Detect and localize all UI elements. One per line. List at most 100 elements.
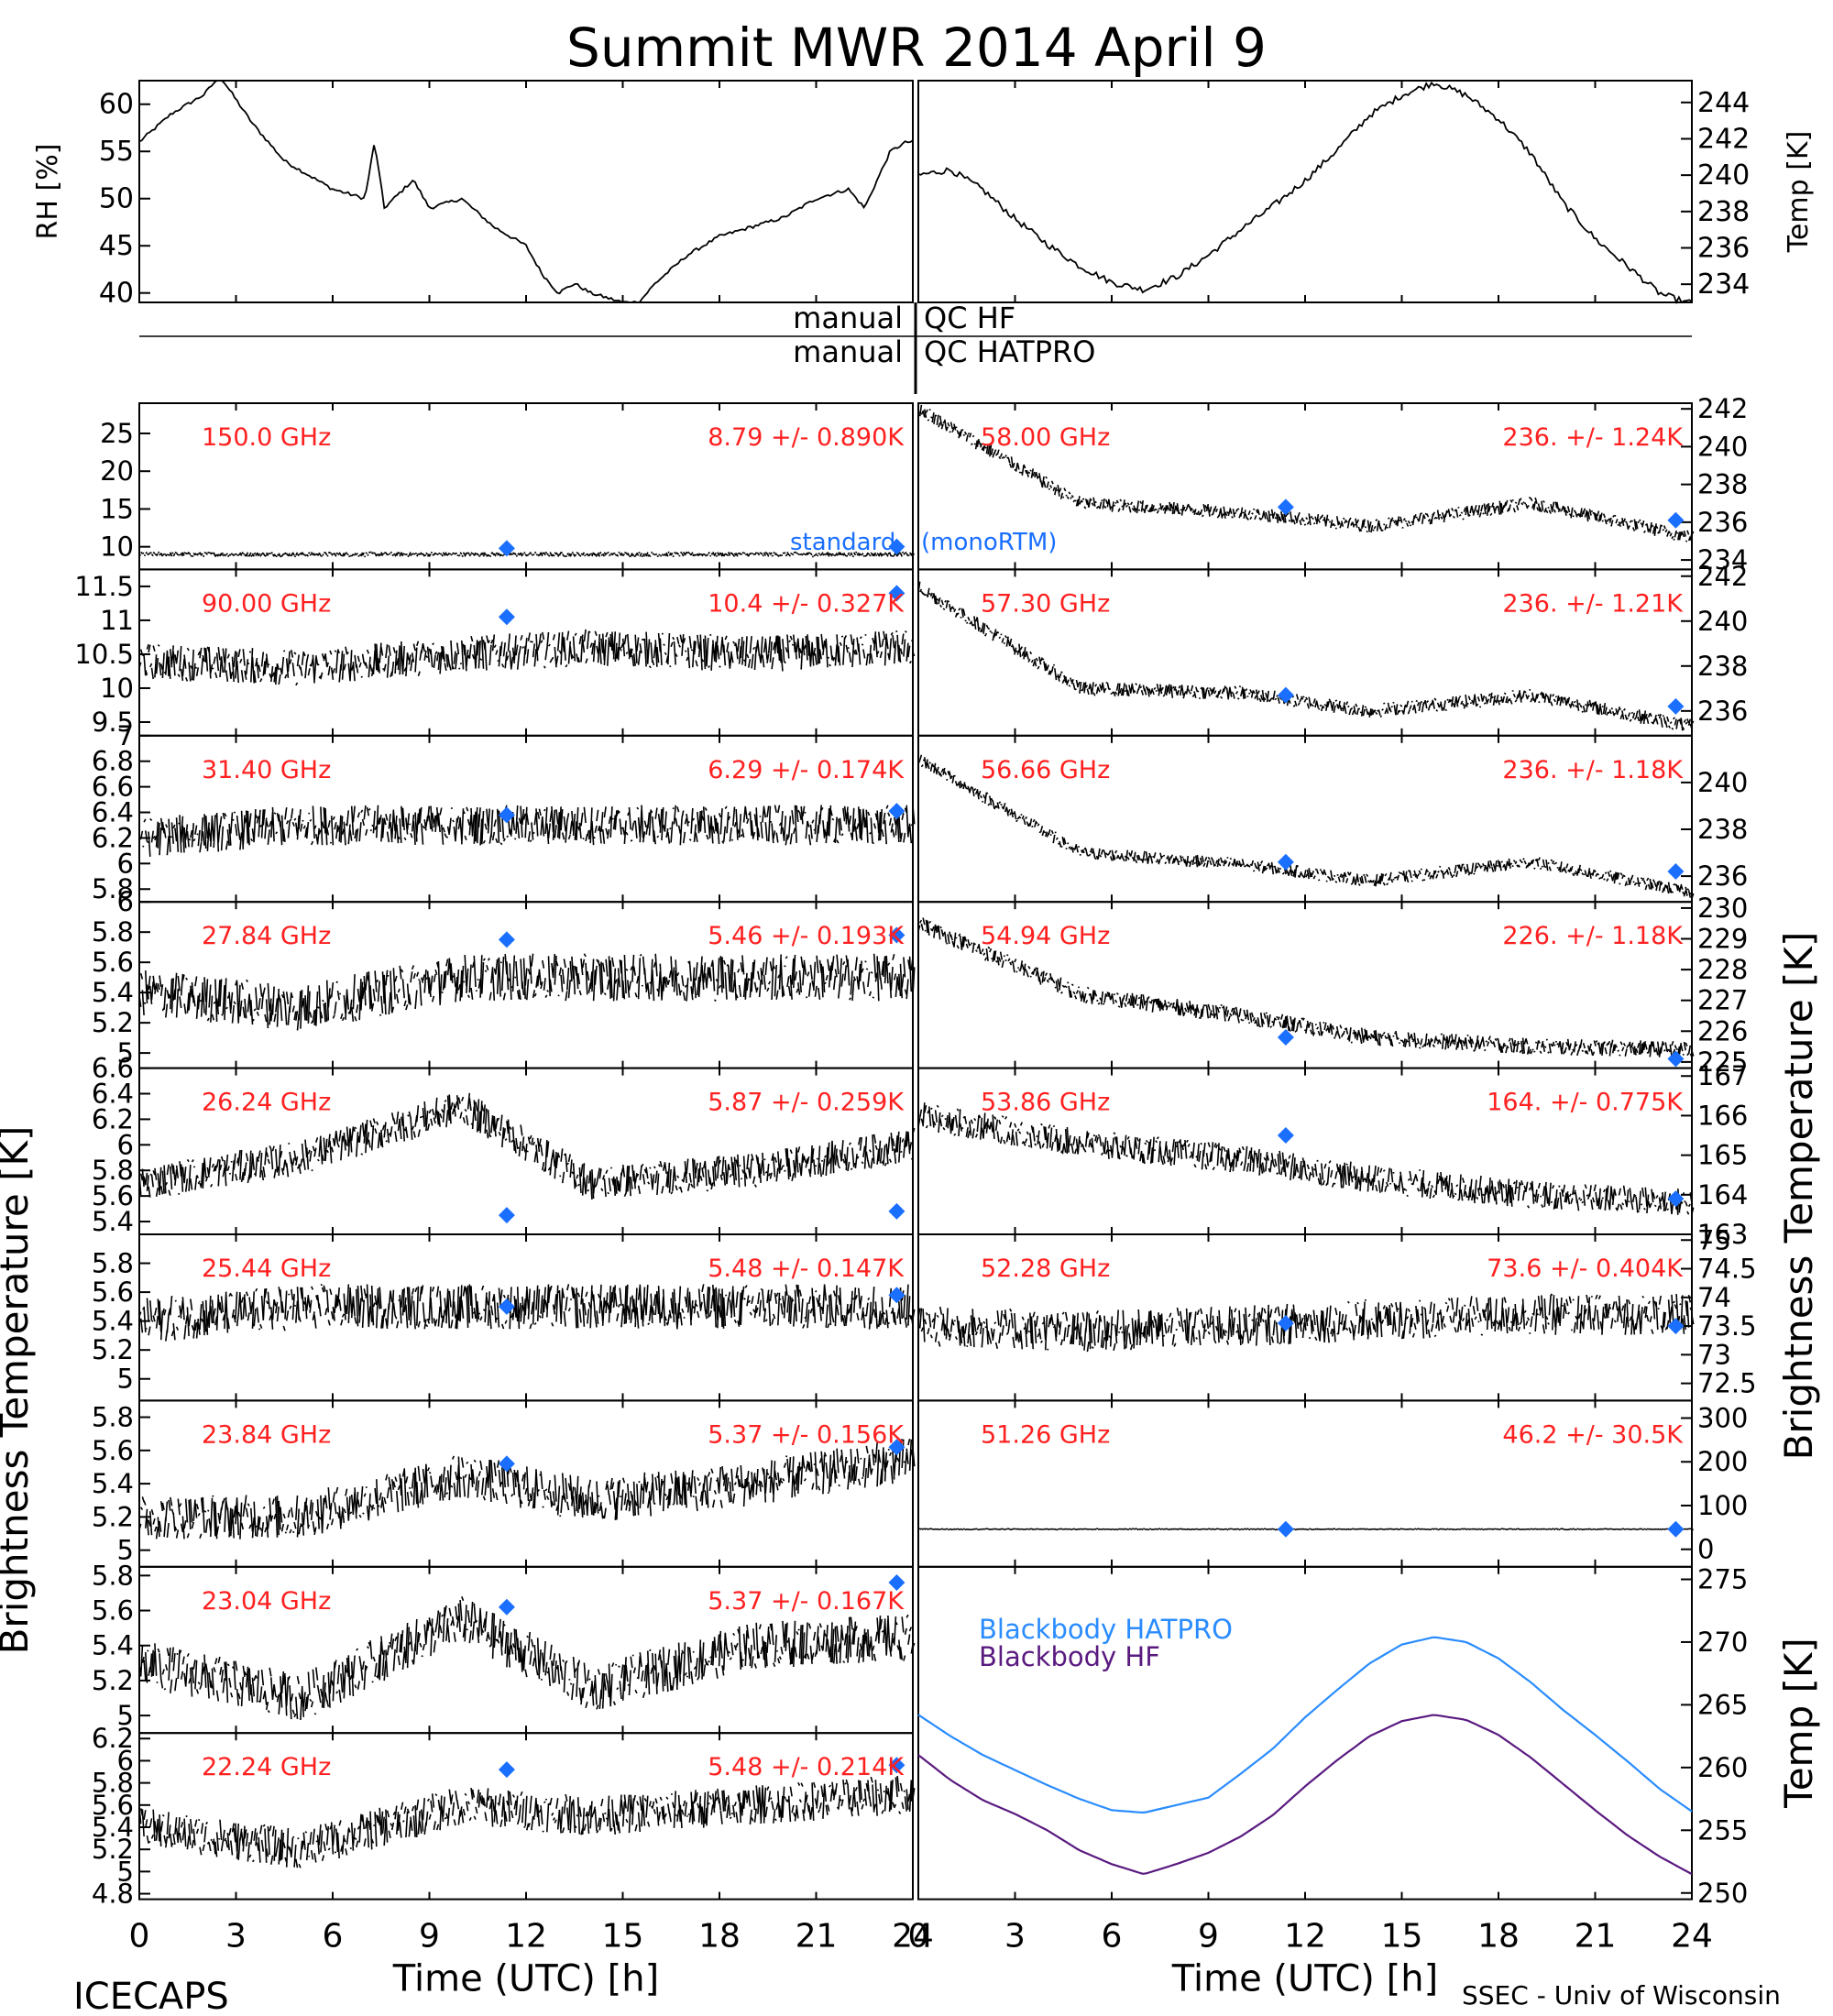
channel-ytick-label-2: 238 [1697, 469, 1748, 500]
model-point-1 [498, 1455, 515, 1473]
channel-ytick-label-3: 300 [1697, 1402, 1748, 1433]
channel-ytick-label-0: 72.5 [1697, 1368, 1757, 1399]
model-point-1 [1277, 1520, 1294, 1538]
model-point-1 [498, 1207, 515, 1224]
channel-ytick-label-3: 228 [1697, 954, 1748, 985]
channel-ytick-label-4: 242 [1697, 393, 1748, 424]
right-group-panel-0: 234 236 238 240 242 58.00 GHz 236. +/- 1.24K [917, 393, 1748, 575]
right-group-panel-2: 236 238 240 56.66 GHz 236. +/- 1.18K [917, 734, 1748, 904]
x-tick-label-right-4: 12 [1284, 1918, 1326, 1956]
x-tick-label-left-1: 3 [225, 1918, 247, 1956]
x-tick-label-right-0: 0 [908, 1918, 929, 1956]
channel-trace [138, 805, 916, 857]
model-point-2 [888, 585, 906, 602]
channel-ytick-label-0: 0 [1697, 1534, 1714, 1565]
channel-ytick-label-1: 238 [1697, 814, 1748, 845]
channel-ytick-label-2: 20 [100, 455, 134, 487]
model-point-2 [888, 1439, 906, 1456]
met-temp-line [917, 81, 1693, 305]
met-rh-line [138, 80, 914, 303]
channel-trace [138, 629, 916, 686]
model-point-1 [498, 1298, 515, 1315]
channel-stat: 236. +/- 1.24K [1502, 423, 1684, 452]
x-tick-label-left-3: 9 [419, 1918, 440, 1956]
channel-ytick-label-0: 4.8 [92, 1879, 134, 1910]
x-tick-label-right-2: 6 [1102, 1918, 1123, 1956]
met-temp-ytick-label-3: 240 [1697, 159, 1750, 192]
bt-ylabel-right: Brightness Temperature [K] [1776, 932, 1821, 1461]
channel-ytick-label-0: 236 [1697, 860, 1748, 892]
channel-ytick-label-2: 5.8 [92, 1155, 134, 1186]
blackbody-hatpro-line [917, 1636, 1693, 1814]
qc-label-hf: QC HF [924, 301, 1015, 335]
met-rh-ytick-label-1: 45 [99, 230, 134, 262]
model-point-2 [1667, 1050, 1685, 1068]
channel-ytick-label-1: 5.6 [92, 1180, 134, 1211]
x-axis-label-right: Time (UTC) [h] [1171, 1958, 1438, 2000]
x-tick-label-left-2: 6 [323, 1918, 344, 1956]
channel-ytick-label-2: 5.2 [92, 1834, 134, 1865]
model-point-1 [498, 608, 515, 626]
channel-stat: 164. +/- 0.775K [1487, 1089, 1684, 1117]
channel-frequency: 56.66 GHz [981, 756, 1110, 784]
model-point-1 [1277, 1127, 1294, 1145]
blackbody-ytick-label-5: 275 [1697, 1563, 1748, 1594]
channel-trace [138, 1775, 916, 1868]
channel-frequency: 52.28 GHz [981, 1255, 1110, 1283]
channel-ytick-label-1: 15 [100, 493, 134, 524]
channel-ytick-label-3: 242 [1697, 561, 1748, 592]
met-temp-ytick-label-1: 236 [1697, 232, 1750, 264]
channel-stat: 8.79 +/- 0.890K [708, 423, 905, 452]
channel-ytick-label-3: 25 [100, 418, 134, 449]
channel-ytick-label-2: 5.4 [92, 1630, 134, 1661]
left-group-panel-3: 55.25.45.65.86 27.84 GHz 5.46 +/- 0.193K [92, 886, 916, 1069]
blackbody-panel: 250 255 260 265 270 275 Blackbody HATPROBlackb… [917, 1563, 1748, 1909]
x-tick-label-left-4: 12 [505, 1918, 547, 1956]
channel-ytick-label-0: 5.4 [92, 1206, 134, 1237]
model-point-2 [1667, 1318, 1685, 1335]
left-group-panel-5: 55.25.45.65.8 25.44 GHz 5.48 +/- 0.147K [92, 1233, 916, 1402]
channel-frequency: 23.04 GHz [202, 1587, 331, 1616]
model-point-1 [498, 931, 515, 948]
channel-stat: 5.37 +/- 0.167K [708, 1587, 905, 1616]
left-group-panel-7: 5 5.2 5.45.6 5.8 23.04 GHz 5.37 +/- 0.167K [92, 1560, 916, 1735]
channel-ytick-label-3: 6.4 [92, 797, 134, 828]
channel-trace [917, 581, 1695, 731]
model-point-2 [888, 1757, 906, 1774]
channel-trace [917, 917, 1695, 1057]
channel-ytick-label-4: 167 [1697, 1060, 1748, 1091]
channel-stat: 236. +/- 1.18K [1502, 756, 1684, 784]
channel-ytick-label-5: 6.4 [92, 1079, 134, 1110]
met-rh-ytick-label-2: 50 [99, 183, 134, 215]
left-group-panel-0: 10 15 20 25 150.0 GHz 8.79 +/- 0.890K [100, 402, 916, 571]
channel-ytick-label-1: 164 [1697, 1179, 1748, 1211]
footer-ssec: SSEC - Univ of Wisconsin [1462, 1980, 1781, 2011]
channel-ytick-label-5: 230 [1697, 893, 1748, 924]
channel-trace [138, 551, 916, 558]
channel-frequency: 23.84 GHz [202, 1420, 331, 1449]
blackbody-ytick-label-3: 265 [1697, 1689, 1748, 1720]
channel-stat: 10.4 +/- 0.327K [708, 589, 905, 618]
channel-ytick-label-0: 5 [117, 1535, 134, 1566]
met-temp-ytick-label-4: 242 [1697, 123, 1750, 155]
channel-ytick-label-2: 240 [1697, 767, 1748, 798]
model-point-2 [888, 1202, 906, 1220]
channel-frequency: 22.24 GHz [202, 1753, 331, 1781]
channel-trace [917, 404, 1695, 542]
met-rh-ylabel: RH [%] [32, 144, 64, 240]
qc-manual-hatpro: manual [793, 334, 903, 369]
channel-ytick-label-5: 6 [117, 886, 134, 917]
qc-label-hatpro: QC HATPRO [924, 334, 1095, 369]
channel-ytick-label-1: 236 [1697, 507, 1748, 538]
right-group-panel-6: 0 100 200 300 51.26 GHz 46.2 +/- 30.5K [917, 1399, 1748, 1568]
channel-stat: 5.37 +/- 0.156K [708, 1420, 905, 1449]
model-point-1 [498, 806, 515, 824]
channel-ytick-label-2: 240 [1697, 606, 1748, 637]
channel-frequency: 25.44 GHz [202, 1255, 331, 1283]
channel-frequency: 54.94 GHz [981, 922, 1110, 950]
x-tick-label-right-6: 18 [1477, 1918, 1520, 1956]
channel-ytick-label-0: 9.5 [92, 707, 134, 738]
